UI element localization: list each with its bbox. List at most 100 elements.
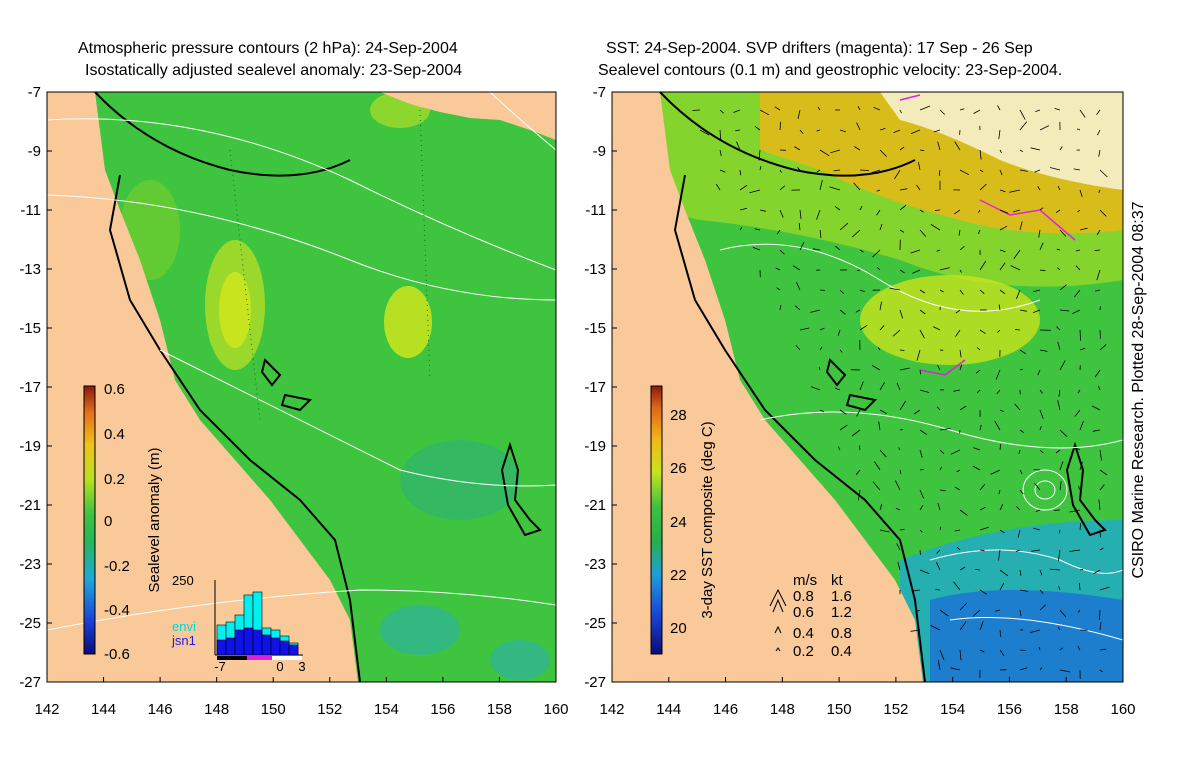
velocity-arrow bbox=[1078, 486, 1081, 491]
velocity-arrow bbox=[1079, 568, 1084, 571]
left-anomaly-low bbox=[400, 440, 520, 520]
velocity-legend-kt: 1.2 bbox=[831, 604, 852, 621]
velocity-arrow bbox=[1098, 189, 1101, 194]
velocity-arrow bbox=[919, 369, 921, 375]
velocity-arrow bbox=[797, 109, 801, 120]
velocity-arrow bbox=[999, 169, 1003, 176]
velocity-arrow bbox=[959, 621, 967, 631]
velocity-arrow bbox=[1019, 368, 1024, 371]
velocity-arrow bbox=[1019, 609, 1022, 617]
y-tick-label: -7 bbox=[28, 84, 41, 101]
histogram-ymax: 250 bbox=[172, 573, 194, 588]
right-colorbar-tick: 22 bbox=[670, 567, 687, 584]
velocity-arrow bbox=[879, 529, 890, 533]
velocity-legend-kt: 0.4 bbox=[831, 643, 852, 660]
velocity-arrow bbox=[910, 249, 921, 254]
velocity-arrow bbox=[1057, 341, 1061, 351]
velocity-arrow bbox=[894, 169, 901, 180]
velocity-arrow bbox=[1079, 189, 1083, 198]
right-sst-cold bbox=[930, 590, 1123, 682]
left-anomaly-low2 bbox=[380, 605, 460, 655]
velocity-arrow bbox=[1056, 248, 1061, 251]
velocity-arrow bbox=[839, 349, 843, 353]
velocity-arrow bbox=[1094, 249, 1101, 251]
velocity-arrow bbox=[1038, 646, 1041, 651]
velocity-arrow bbox=[935, 589, 941, 591]
velocity-arrow bbox=[754, 125, 761, 131]
velocity-arrow bbox=[1034, 483, 1041, 491]
x-tick-label: 158 bbox=[1054, 701, 1079, 718]
velocity-arrow bbox=[899, 204, 907, 211]
left-colorbar-tick: 0.6 bbox=[104, 381, 125, 398]
velocity-arrow bbox=[719, 149, 722, 157]
velocity-arrow bbox=[1059, 461, 1064, 471]
velocity-arrow bbox=[1096, 109, 1101, 115]
velocity-arrow bbox=[776, 287, 781, 291]
y-tick-label: -27 bbox=[19, 674, 41, 691]
velocity-arrow bbox=[896, 382, 901, 391]
velocity-arrow bbox=[833, 169, 841, 172]
velocity-arrow bbox=[1079, 421, 1084, 431]
velocity-arrow bbox=[979, 289, 985, 295]
velocity-arrow bbox=[1029, 629, 1041, 633]
left-coast-north bbox=[94, 92, 351, 177]
velocity-arrow bbox=[999, 209, 1009, 214]
velocity-arrow bbox=[876, 189, 881, 192]
velocity-arrow bbox=[1079, 523, 1082, 531]
velocity-arrow bbox=[939, 289, 944, 293]
velocity-legend-kt: 1.6 bbox=[831, 588, 852, 605]
velocity-arrow bbox=[792, 265, 801, 271]
right-sealevel-contour-4 bbox=[949, 617, 1123, 641]
velocity-arrow bbox=[1058, 389, 1061, 397]
velocity-arrow bbox=[876, 209, 881, 216]
velocity-arrow bbox=[976, 389, 981, 394]
velocity-arrow bbox=[1019, 149, 1023, 152]
velocity-arrow bbox=[1098, 499, 1101, 511]
velocity-arrow bbox=[979, 549, 985, 552]
velocity-arrow bbox=[996, 389, 1001, 395]
velocity-arrow bbox=[972, 609, 981, 617]
velocity-arrow bbox=[975, 569, 981, 571]
velocity-arrow bbox=[816, 209, 821, 220]
velocity-arrow bbox=[839, 129, 847, 133]
velocity-arrow bbox=[979, 649, 985, 653]
velocity-legend-arrow bbox=[775, 647, 781, 652]
velocity-arrow bbox=[919, 289, 926, 294]
velocity-arrow bbox=[889, 287, 901, 291]
velocity-arrow bbox=[972, 465, 981, 471]
velocity-arrow bbox=[839, 289, 845, 295]
velocity-arrow bbox=[1013, 249, 1021, 260]
velocity-arrow bbox=[1009, 189, 1021, 193]
velocity-arrow bbox=[959, 566, 966, 571]
velocity-arrow bbox=[819, 149, 830, 157]
velocity-arrow bbox=[735, 129, 741, 132]
velocity-arrow bbox=[896, 543, 901, 551]
velocity-arrow bbox=[1016, 506, 1021, 511]
y-tick-label: -21 bbox=[19, 497, 41, 514]
velocity-arrow bbox=[859, 381, 864, 391]
x-tick-label: 158 bbox=[487, 701, 512, 718]
velocity-arrow bbox=[1059, 429, 1068, 437]
left-colorbar-tick: -0.2 bbox=[104, 558, 130, 575]
velocity-arrow bbox=[919, 449, 923, 458]
velocity-arrow bbox=[959, 602, 967, 611]
velocity-arrow bbox=[1057, 626, 1061, 631]
velocity-arrow bbox=[999, 149, 1002, 154]
velocity-arrow bbox=[939, 109, 946, 115]
velocity-arrow bbox=[1079, 109, 1086, 118]
velocity-arrow bbox=[1099, 586, 1110, 591]
velocity-arrow bbox=[999, 569, 1009, 577]
velocity-arrow bbox=[879, 503, 883, 511]
velocity-arrow bbox=[919, 105, 931, 111]
y-tick-label: -19 bbox=[584, 438, 606, 455]
velocity-arrow bbox=[1079, 227, 1088, 231]
velocity-arrow bbox=[819, 179, 823, 191]
right-drifter-track-3 bbox=[899, 94, 921, 101]
x-tick-label: 150 bbox=[261, 701, 286, 718]
velocity-arrow bbox=[859, 249, 864, 253]
histogram-xtick: 3 bbox=[298, 659, 305, 674]
velocity-arrow bbox=[1039, 125, 1050, 131]
velocity-arrow bbox=[913, 409, 921, 415]
velocity-arrow bbox=[938, 169, 941, 176]
velocity-arrow bbox=[979, 424, 982, 431]
